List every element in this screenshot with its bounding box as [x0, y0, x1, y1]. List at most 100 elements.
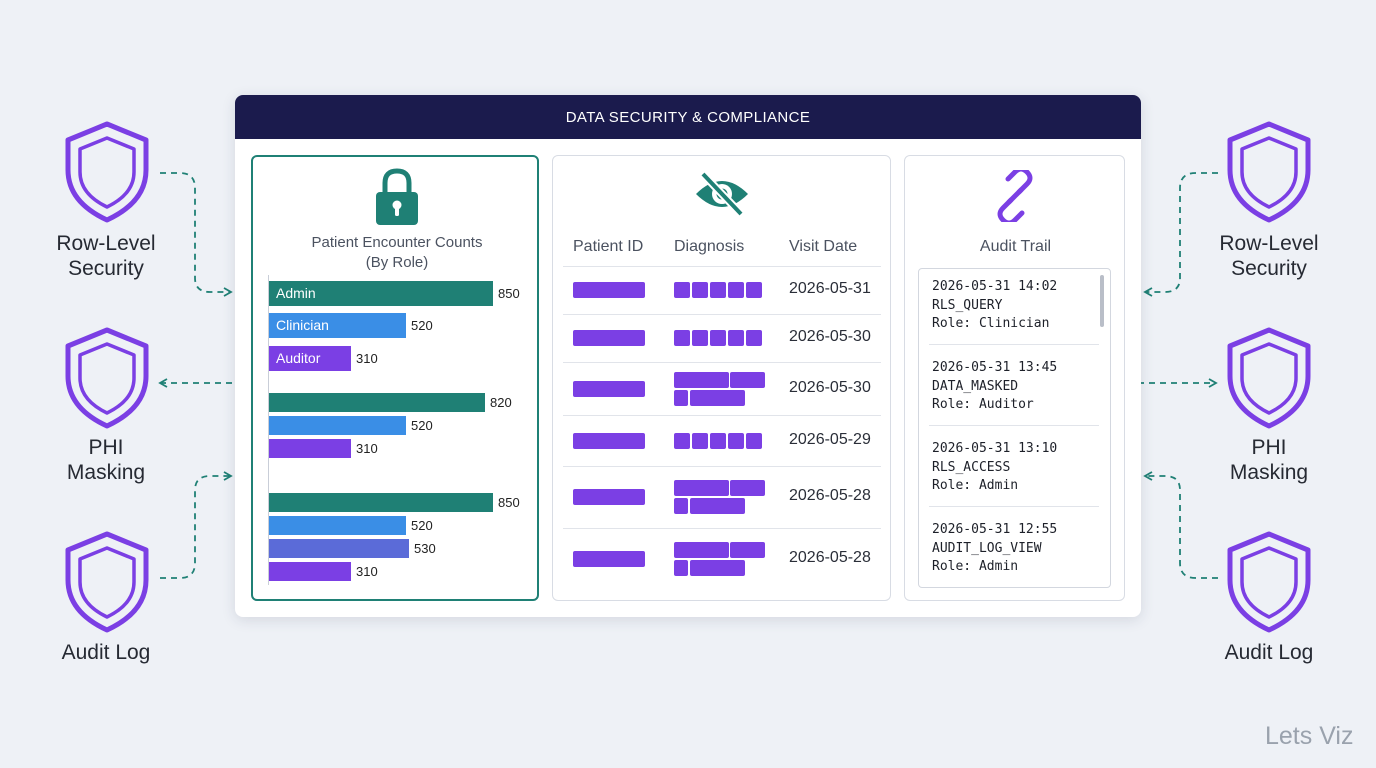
- redaction-block: [674, 282, 690, 298]
- redaction-block: [674, 330, 690, 346]
- watermark-logo: Lets Viz: [1265, 722, 1354, 750]
- eye-off-icon: [696, 171, 748, 217]
- audit-trail-title: Audit Trail: [979, 238, 1052, 255]
- bar: [269, 313, 406, 338]
- visit-date: 2026-05-29: [789, 430, 871, 448]
- bar-value-label: 520: [411, 518, 433, 533]
- bar-value-label: 310: [356, 441, 378, 456]
- row-divider: [563, 415, 881, 416]
- panel-title: DATA SECURITY & COMPLIANCE: [565, 108, 811, 126]
- bar-chart: Admin 850 Clinician 520 Auditor 310 820 520 310 8…: [253, 157, 537, 599]
- bar-value-label: 850: [498, 495, 520, 510]
- feature-label-audit-log: Audit Log: [61, 641, 151, 664]
- row-divider: [563, 528, 881, 529]
- chart-title-line-1: Patient Encounter Counts: [311, 234, 483, 251]
- redaction-block: [674, 498, 688, 514]
- masked-patient-id: [573, 551, 645, 567]
- chart-axis: [268, 275, 269, 585]
- masked-patient-id: [573, 489, 645, 505]
- masked-patient-id: [573, 282, 645, 298]
- redaction-block: [692, 432, 708, 449]
- feature-label-row-level-security: Row-Level Security: [1219, 232, 1319, 280]
- bar-label: Clinician: [276, 317, 329, 333]
- bar: [269, 346, 351, 371]
- audit-entry-action: AUDIT_LOG_VIEW: [932, 540, 1042, 556]
- entry-divider: [929, 425, 1099, 426]
- column-header-patient-id: Patient ID: [573, 238, 644, 255]
- audit-entry[interactable]: 2026-05-31 14:02 RLS_QUERY Role: Clinician: [932, 278, 1057, 334]
- audit-entry-role: Role: Auditor: [932, 397, 1034, 412]
- scrollbar-thumb[interactable]: [1100, 275, 1104, 327]
- redaction-block: [730, 480, 765, 496]
- masked-records-card: Patient ID Diagnosis Visit Date 2026-05-…: [552, 155, 891, 601]
- entry-divider: [929, 344, 1099, 345]
- bar: [269, 439, 351, 458]
- bar: [269, 516, 406, 535]
- bar-value-label: 820: [490, 395, 512, 410]
- redaction-block: [730, 371, 765, 388]
- shield-icon: [65, 531, 149, 633]
- redaction-block: [690, 560, 745, 576]
- shield-icon: [1227, 531, 1311, 633]
- audit-entry-time: 2026-05-31 12:55: [932, 522, 1058, 537]
- audit-entry[interactable]: 2026-05-31 12:55 AUDIT_LOG_VIEW Role: Admi…: [932, 521, 1057, 577]
- redaction-block: [674, 542, 729, 558]
- masked-patient-id: [573, 432, 645, 449]
- row-divider: [563, 266, 881, 267]
- redaction-block: [690, 498, 745, 514]
- row-divider: [563, 314, 881, 315]
- redaction-block: [710, 432, 726, 449]
- lock-icon: [376, 168, 418, 225]
- bar-value-label: 520: [411, 418, 433, 433]
- bar-value-label: 310: [356, 564, 378, 579]
- masked-patient-id: [573, 330, 645, 346]
- connector-right-top: [1143, 172, 1218, 297]
- chart-title-line-2: (By Role): [365, 254, 429, 271]
- column-header-diagnosis: Diagnosis: [674, 238, 745, 255]
- bar: [269, 416, 406, 435]
- bar: [269, 493, 493, 512]
- encounter-chart-card: Patient Encounter Counts (By Role) Admin…: [251, 155, 539, 601]
- audit-entry[interactable]: 2026-05-31 13:45 DATA_MASKED Role: Auditor: [932, 359, 1057, 415]
- connector-right-bottom: [1143, 471, 1218, 579]
- redaction-block: [674, 480, 729, 496]
- connector-left-bottom: [160, 471, 233, 579]
- bar: [269, 281, 493, 306]
- visit-date: 2026-05-31: [789, 280, 871, 297]
- visit-date: 2026-05-28: [789, 549, 871, 566]
- visit-date: 2026-05-30: [789, 328, 871, 345]
- audit-entry-role: Role: Clinician: [932, 316, 1050, 331]
- redaction-block: [674, 432, 690, 449]
- entry-divider: [929, 506, 1099, 507]
- link-icon: [997, 170, 1033, 222]
- shield-icon: [1227, 327, 1311, 429]
- redaction-block: [690, 389, 745, 406]
- redaction-block: [728, 282, 744, 298]
- audit-entry-action: RLS_ACCESS: [932, 459, 1011, 475]
- panel-header: DATA SECURITY & COMPLIANCE: [235, 95, 1141, 139]
- bar-label: Admin: [276, 285, 316, 301]
- shield-icon: [1227, 121, 1311, 223]
- shield-icon: [65, 327, 149, 429]
- bar-value-label: 520: [411, 318, 433, 333]
- audit-entry-action: RLS_QUERY: [932, 297, 1003, 313]
- redaction-block: [746, 282, 762, 298]
- column-header-visit-date: Visit Date: [789, 238, 858, 255]
- audit-log-list[interactable]: 2026-05-31 14:02 RLS_QUERY Role: Clinician…: [918, 268, 1111, 588]
- redaction-block: [710, 282, 726, 298]
- feature-label-row-level-security: Row-Level Security: [56, 232, 156, 280]
- redaction-block: [674, 560, 688, 576]
- shield-icon: [65, 121, 149, 223]
- redaction-block: [692, 330, 708, 346]
- redaction-block: [692, 282, 708, 298]
- redaction-block: [746, 330, 762, 346]
- audit-entry-role: Role: Admin: [932, 559, 1019, 574]
- redaction-block: [746, 432, 762, 449]
- redaction-block: [710, 330, 726, 346]
- audit-entry[interactable]: 2026-05-31 13:10 RLS_ACCESS Role: Admin: [932, 440, 1057, 496]
- row-divider: [563, 466, 881, 467]
- bar-value-label: 850: [498, 286, 520, 301]
- redaction-block: [674, 389, 688, 406]
- feature-label-audit-log: Audit Log: [1224, 641, 1314, 664]
- bar: [269, 393, 485, 412]
